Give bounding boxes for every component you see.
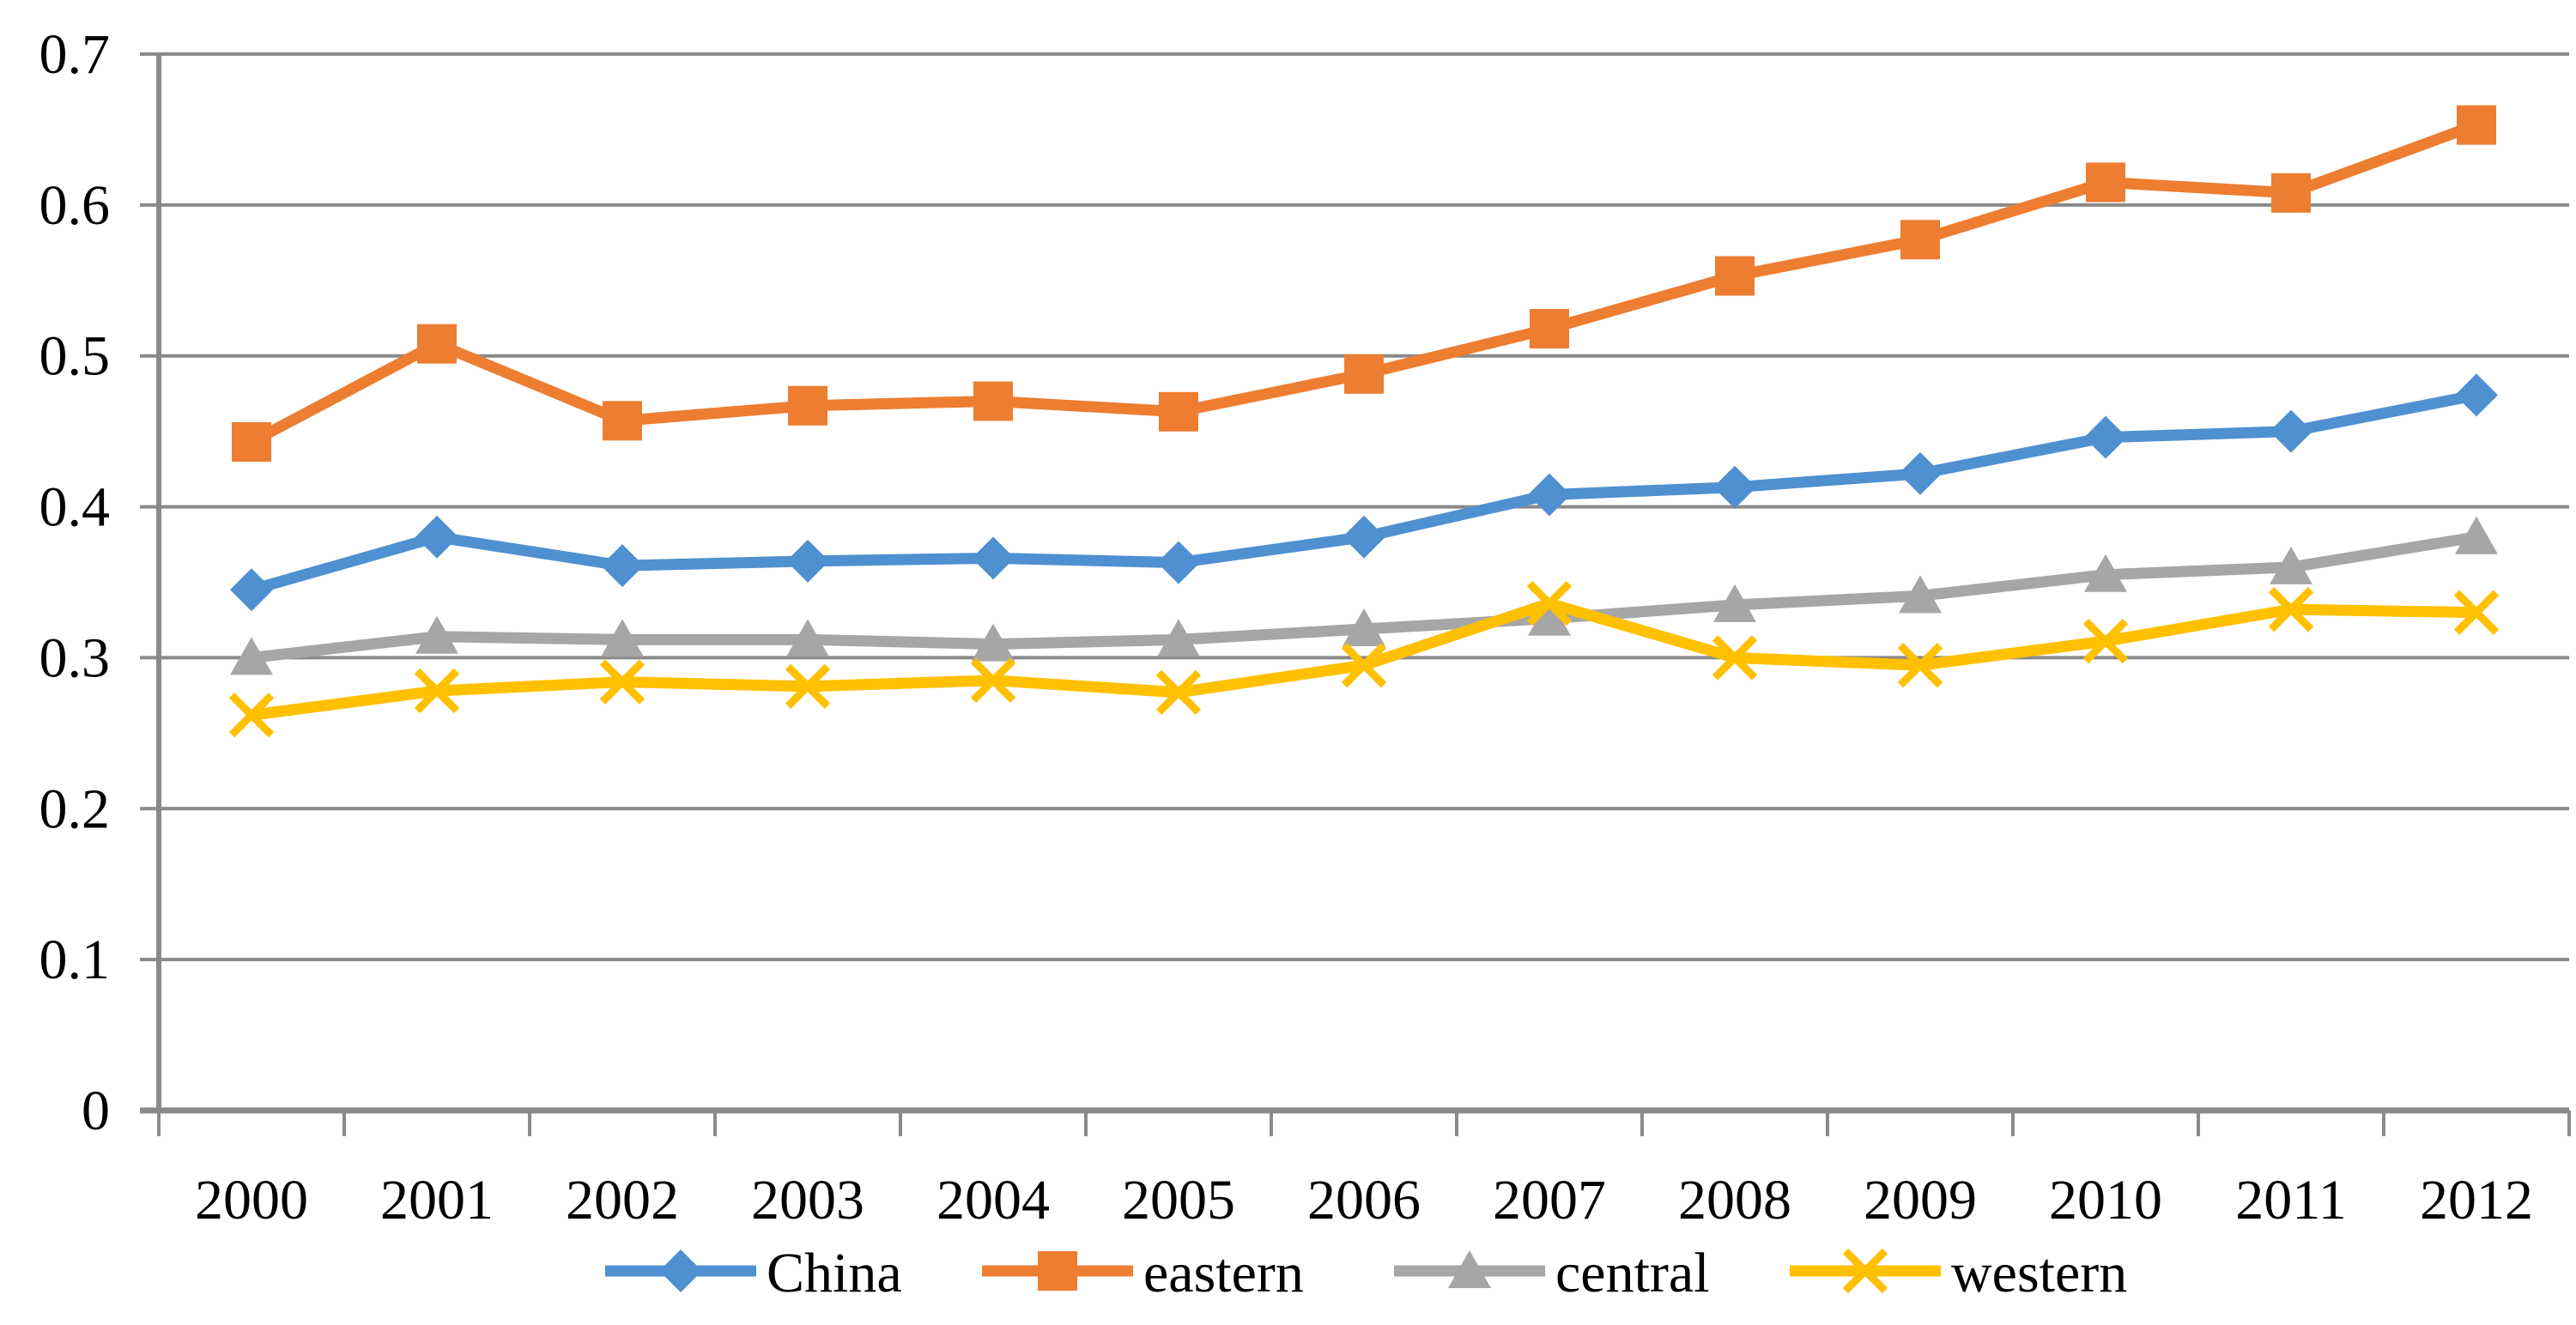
- marker-triangle: [230, 637, 273, 675]
- marker-triangle: [415, 615, 458, 654]
- x-tick-label: 2000: [195, 1169, 308, 1231]
- marker-triangle: [972, 623, 1015, 662]
- series-western: [228, 580, 2500, 738]
- marker-triangle: [1899, 575, 1942, 614]
- marker-x: [1897, 643, 1943, 688]
- series-central: [230, 516, 2498, 675]
- marker-x: [1155, 669, 1202, 716]
- marker-triangle: [1713, 584, 1756, 622]
- legend-label-central: central: [1555, 1242, 1710, 1304]
- marker-diamond: [1713, 465, 1756, 509]
- marker-square: [788, 385, 827, 426]
- marker-triangle: [1157, 619, 1200, 657]
- marker-square: [973, 381, 1013, 421]
- legend-label-western: western: [1951, 1242, 2127, 1304]
- marker-triangle: [1528, 597, 1571, 636]
- marker-triangle: [2455, 516, 2498, 554]
- series-line-china: [245, 389, 2482, 596]
- x-tick-label: 2007: [1493, 1169, 1606, 1231]
- marker-x: [1341, 643, 1387, 688]
- marker-square: [1530, 309, 1569, 349]
- marker-diamond: [786, 539, 829, 583]
- y-tick-label: 0.6: [39, 174, 111, 237]
- marker-square: [603, 401, 642, 441]
- x-tick-label: 2005: [1122, 1169, 1235, 1231]
- marker-diamond: [230, 568, 273, 612]
- marker-triangle: [2270, 546, 2312, 584]
- x-tick-label: 2004: [936, 1169, 1050, 1231]
- marker-diamond: [2270, 409, 2312, 453]
- y-tick-label: 0.4: [39, 476, 111, 539]
- marker-square: [417, 324, 457, 364]
- series-line-eastern: [245, 119, 2482, 448]
- marker-diamond: [972, 536, 1015, 580]
- marker-x: [1526, 580, 1573, 626]
- marker-x: [228, 693, 275, 738]
- x-tick-label: 2006: [1307, 1169, 1421, 1231]
- y-tick-label: 0.3: [39, 626, 111, 689]
- x-tick-label: 2011: [2235, 1169, 2347, 1231]
- marker-x: [2082, 618, 2129, 664]
- marker-diamond: [1343, 515, 1385, 559]
- marker-diamond: [1157, 541, 1200, 584]
- series-eastern: [232, 105, 2496, 462]
- marker-diamond: [1528, 473, 1571, 517]
- marker-square: [2086, 162, 2125, 203]
- marker-diamond: [2455, 373, 2498, 417]
- marker-square: [1159, 391, 1198, 432]
- marker-square: [2457, 105, 2496, 145]
- marker-triangle: [2084, 554, 2127, 592]
- marker-square: [1038, 1251, 1077, 1291]
- x-tick-label: 2010: [2049, 1169, 2162, 1231]
- marker-diamond: [2084, 415, 2127, 459]
- x-tick-label: 2003: [751, 1169, 864, 1231]
- x-tick-label: 2009: [1864, 1169, 1977, 1231]
- marker-triangle: [1343, 608, 1385, 647]
- marker-diamond: [415, 515, 458, 559]
- x-tick-label: 2001: [380, 1169, 494, 1231]
- marker-triangle: [1448, 1250, 1491, 1288]
- marker-square: [1715, 256, 1755, 296]
- marker-square: [232, 421, 271, 462]
- marker-triangle: [601, 619, 644, 657]
- legend-label-eastern: eastern: [1143, 1242, 1304, 1304]
- marker-x: [414, 668, 460, 714]
- legend-label-china: China: [767, 1242, 902, 1304]
- marker-triangle: [786, 619, 829, 657]
- y-tick-label: 0.1: [39, 929, 111, 991]
- marker-square: [1900, 220, 1940, 260]
- legend-item-central: central: [1394, 1242, 1710, 1304]
- legend-item-eastern: eastern: [982, 1242, 1304, 1304]
- x-tick-label: 2002: [566, 1169, 679, 1231]
- marker-x: [1712, 635, 1758, 681]
- y-tick-label: 0.7: [39, 23, 111, 86]
- marker-diamond: [659, 1249, 702, 1292]
- y-tick-label: 0.5: [39, 325, 111, 388]
- marker-diamond: [1899, 451, 1942, 495]
- legend-item-china: China: [605, 1242, 902, 1304]
- legend-item-western: western: [1790, 1242, 2127, 1304]
- series-china: [230, 373, 2498, 612]
- x-tick-label: 2012: [2420, 1169, 2533, 1231]
- y-tick-label: 0: [82, 1080, 110, 1142]
- marker-x: [970, 657, 1016, 703]
- marker-x: [785, 663, 831, 710]
- y-tick-label: 0.2: [39, 777, 111, 840]
- marker-x: [2453, 590, 2500, 635]
- marker-x: [1842, 1248, 1888, 1294]
- marker-diamond: [601, 544, 644, 588]
- marker-square: [1344, 354, 1384, 394]
- x-tick-label: 2008: [1678, 1169, 1791, 1231]
- marker-x: [2268, 586, 2314, 632]
- marker-square: [2271, 172, 2311, 213]
- marker-x: [599, 659, 646, 705]
